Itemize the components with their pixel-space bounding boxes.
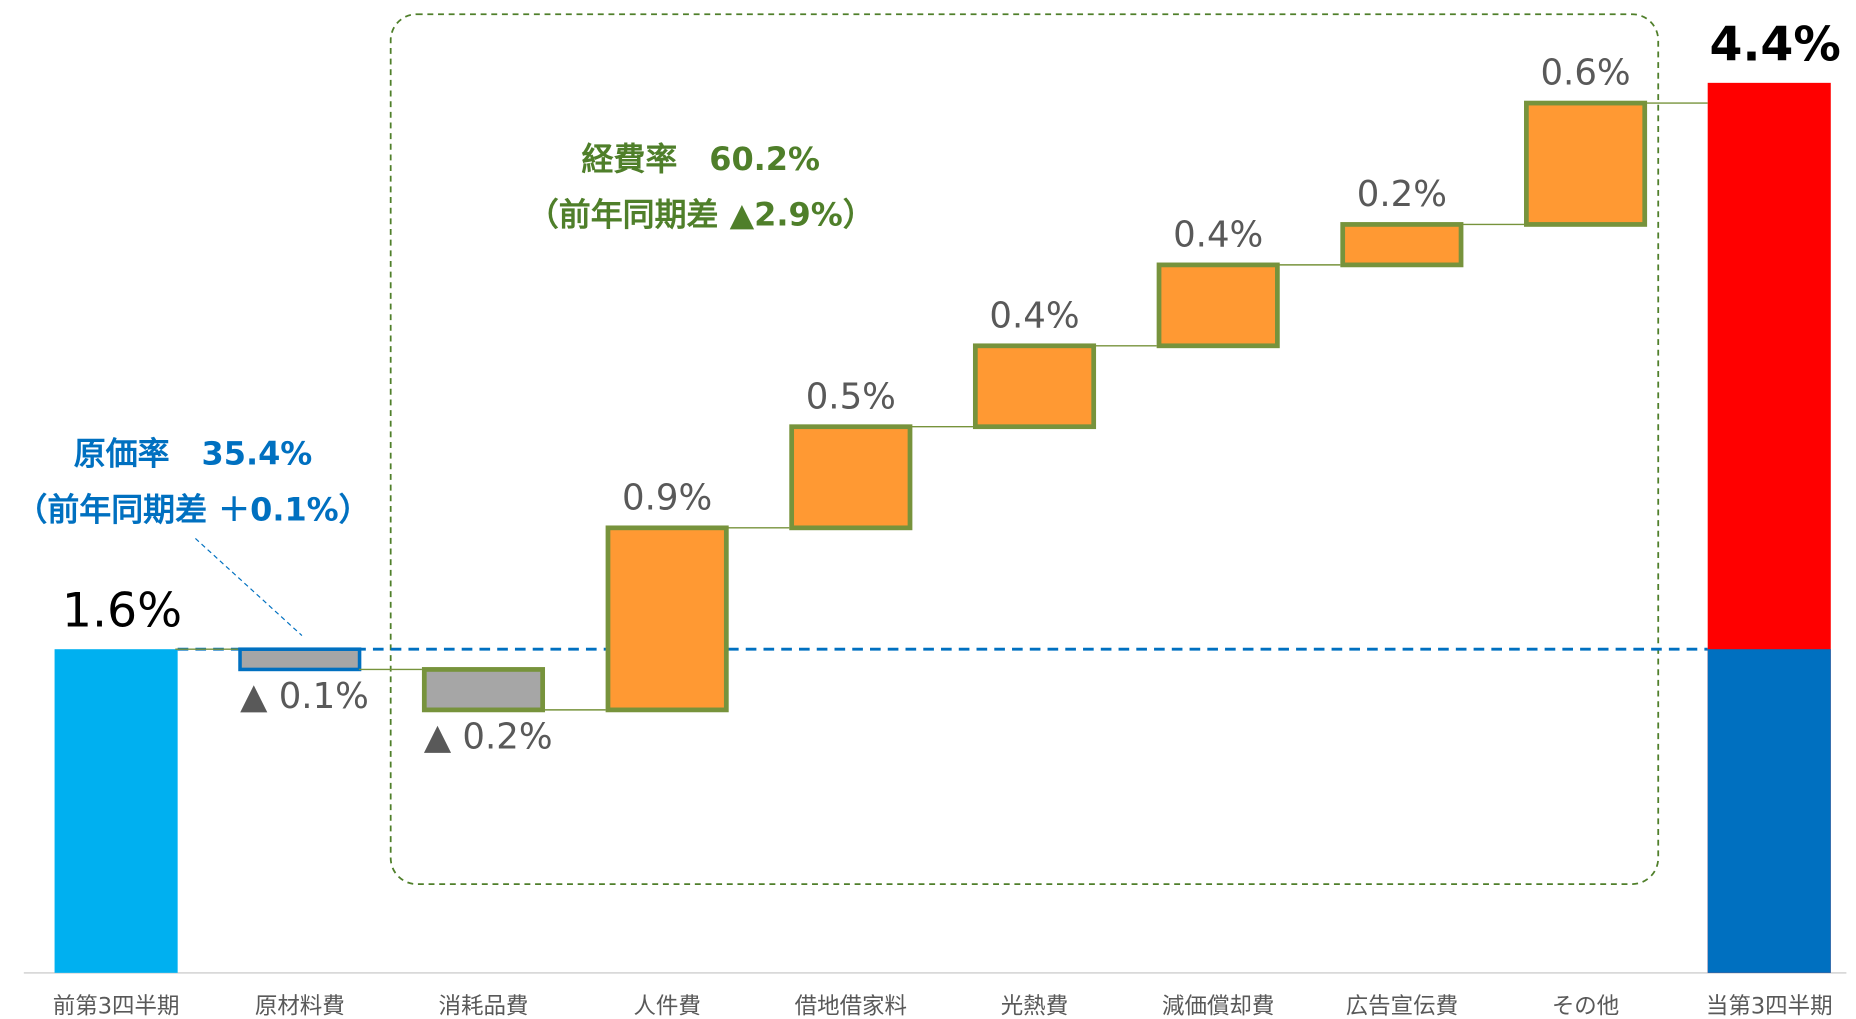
x-tick-label: 光熱費 [1001,994,1068,1019]
bar [1524,100,1648,227]
x-tick-label: 消耗品費 [439,994,529,1019]
bar-base [1707,649,1831,973]
value-label: 0.6% [1540,53,1630,94]
expense-box [389,13,1660,885]
annotation: （前年同期差 ＋0.1%） [15,490,370,528]
bar [54,649,178,973]
x-tick-label: 借地借家料 [795,994,907,1019]
x-tick-label: 減価償却費 [1162,994,1274,1019]
value-label: 0.5% [806,376,896,417]
bar [1340,222,1464,268]
value-label: ▲ 0.1% [240,676,369,717]
bar [1156,262,1280,349]
x-tick-label: 前第3四半期 [53,994,180,1019]
x-tick-label: その他 [1552,994,1619,1019]
x-tick-label: 人件費 [633,994,700,1019]
bar [238,647,362,672]
x-tick-label: 広告宣伝費 [1346,994,1458,1019]
x-tick-label: 原材料費 [255,994,345,1019]
leader-line [195,538,303,636]
value-label: 0.9% [622,477,712,518]
annotation: 経費率 60.2% [581,140,820,178]
bar [789,424,913,531]
annotation: （前年同期差 ▲2.9%） [527,196,875,234]
value-label: ▲ 0.2% [424,716,553,757]
bar [972,343,1097,430]
value-label: 0.4% [1173,214,1263,255]
annotation: 原価率 35.4% [74,435,313,473]
value-label: 0.4% [989,295,1079,336]
x-tick-label: 当第3四半期 [1706,994,1833,1019]
bar [605,525,729,713]
value-label: 4.4% [1710,17,1841,72]
value-label: 1.6% [62,584,182,639]
bar [421,667,546,713]
value-label: 0.2% [1357,174,1447,215]
